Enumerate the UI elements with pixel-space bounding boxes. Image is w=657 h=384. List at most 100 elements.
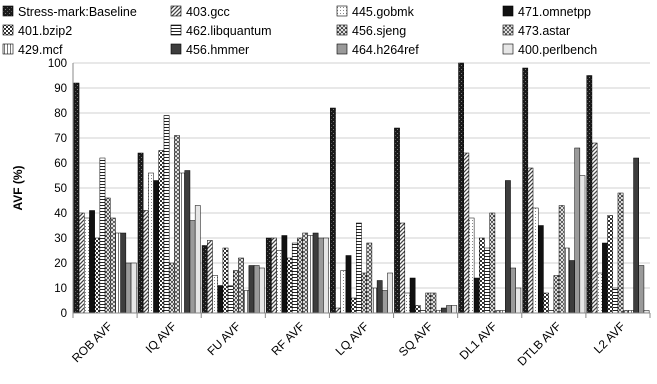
bar-stress-mark-baseline-l2-avf	[586, 75, 593, 314]
x-category-label-iq-avf: IQ AVF	[143, 319, 180, 356]
bar-429-mcf-rob-avf	[115, 232, 121, 314]
bar-456-sjeng-iq-avf	[168, 262, 175, 314]
bar-401-bzip2-rob-avf	[94, 237, 101, 314]
bar-400-perlbench-rf-avf	[323, 237, 329, 314]
x-category-labels: ROB AVF IQ AVF FU AVF RF AVF LQ AVF SQ AVF DL1…	[69, 319, 628, 368]
x-category-label-rob-avf: ROB AVF	[69, 319, 115, 365]
bar-429-mcf-lq-avf	[371, 287, 378, 314]
axes	[72, 63, 651, 318]
y-tick-label: 50	[54, 183, 67, 195]
bar-429-mcf-fu-avf	[243, 290, 250, 314]
bar-stress-mark-baseline-dl1-avf	[458, 62, 464, 314]
y-tick-labels: 0 10 20 30 40 50 60 70 80 90 100	[48, 58, 67, 320]
legend-label-stress-mark-baseline: Stress-mark:Baseline	[18, 5, 137, 19]
bar-456-sjeng-dtlb-avf	[553, 275, 560, 314]
bar-464-h264ref-fu-avf	[253, 265, 260, 314]
bar-stress-mark-baseline-sq-avf	[394, 127, 400, 314]
y-tick-label: 0	[61, 308, 67, 320]
legend-swatch-401-bzip2	[2, 24, 14, 36]
bar-403-gcc-rf-avf	[271, 237, 277, 314]
bar-473-astar-lq-avf	[366, 242, 373, 314]
legend-swatch-456-sjeng	[336, 24, 348, 36]
bar-429-mcf-rf-avf	[307, 235, 314, 314]
bar-471-omnetpp-rf-avf	[281, 235, 288, 314]
legend-label-456-sjeng: 456.sjeng	[352, 24, 406, 38]
x-category-label-fu-avf: FU AVF	[204, 319, 243, 358]
x-category-label-l2-avf: L2 AVF	[591, 319, 628, 356]
bar-456-hmmer-fu-avf	[248, 265, 255, 314]
y-tick-label: 90	[54, 83, 67, 95]
bar-462-libquantum-l2-avf	[612, 287, 619, 314]
bar-401-bzip2-rf-avf	[286, 257, 293, 314]
bar-401-bzip2-iq-avf	[158, 150, 165, 314]
y-tick-label: 40	[54, 208, 67, 220]
bar-403-gcc-sq-avf	[399, 222, 406, 314]
bar-456-sjeng-sq-avf	[425, 292, 432, 314]
legend-swatch-462-libquantum	[170, 24, 182, 36]
bar-456-sjeng-lq-avf	[361, 272, 367, 314]
bar-stress-mark-baseline-rob-avf	[73, 82, 80, 314]
bar-456-hmmer-iq-avf	[184, 170, 191, 314]
y-tick-label: 20	[54, 258, 67, 270]
bar-445-gobmk-iq-avf	[148, 172, 154, 314]
bar-401-bzip2-lq-avf	[350, 297, 357, 314]
bar-401-bzip2-l2-avf	[607, 215, 613, 314]
bar-456-hmmer-rob-avf	[120, 232, 127, 314]
bar-471-omnetpp-fu-avf	[217, 285, 224, 314]
legend-label-462-libquantum: 462.libquantum	[186, 24, 271, 38]
legend-swatch-464-h264ref	[336, 43, 348, 55]
bar-456-sjeng-fu-avf	[233, 270, 239, 314]
bar-473-astar-rob-avf	[110, 217, 116, 314]
bar-400-perlbench-fu-avf	[259, 267, 265, 314]
legend-label-471-omnetpp: 471.omnetpp	[518, 5, 591, 19]
legend-label-400-perlbench: 400.perlbench	[518, 43, 597, 57]
bar-456-hmmer-lq-avf	[376, 280, 383, 314]
bar-471-omnetpp-dtlb-avf	[537, 225, 544, 314]
y-tick-label: 80	[54, 108, 67, 120]
bar-stress-mark-baseline-rf-avf	[265, 237, 272, 314]
bar-471-omnetpp-dl1-avf	[473, 277, 480, 314]
legend-label-464-h264ref: 464.h264ref	[352, 43, 419, 57]
bar-462-libquantum-dl1-avf	[484, 247, 490, 314]
bar-403-gcc-iq-avf	[142, 210, 149, 314]
bar-445-gobmk-dtlb-avf	[532, 207, 539, 314]
bar-473-astar-sq-avf	[430, 292, 437, 314]
legend-swatch-456-hmmer	[170, 43, 182, 55]
bar-400-perlbench-lq-avf	[387, 272, 393, 314]
bar-473-astar-fu-avf	[238, 257, 244, 314]
bar-471-omnetpp-iq-avf	[153, 180, 160, 314]
bar-471-omnetpp-rob-avf	[89, 210, 95, 314]
bar-445-gobmk-l2-avf	[596, 272, 603, 314]
bar-473-astar-dtlb-avf	[558, 205, 565, 314]
bar-471-omnetpp-lq-avf	[345, 255, 352, 314]
bar-403-gcc-dtlb-avf	[527, 167, 534, 314]
bar-445-gobmk-fu-avf	[212, 275, 218, 314]
bar-429-mcf-iq-avf	[179, 172, 186, 314]
bar-400-perlbench-dtlb-avf	[579, 175, 586, 314]
bar-464-h264ref-rob-avf	[125, 262, 132, 314]
bar-401-bzip2-fu-avf	[222, 247, 229, 314]
bar-456-hmmer-dtlb-avf	[569, 260, 575, 314]
x-category-label-lq-avf: LQ AVF	[333, 319, 372, 358]
legend: Stress-mark:Baseline 403.gcc 445.gobmk 471.…	[2, 5, 597, 57]
bar-462-libquantum-lq-avf	[356, 222, 362, 314]
legend-swatch-471-omnetpp	[502, 5, 514, 17]
bars	[73, 62, 650, 314]
y-tick-label: 70	[54, 133, 67, 145]
x-category-label-sq-avf: SQ AVF	[396, 319, 436, 359]
bar-456-hmmer-rf-avf	[312, 232, 319, 314]
bar-403-gcc-fu-avf	[207, 240, 213, 314]
bar-445-gobmk-rf-avf	[276, 250, 283, 314]
bar-473-astar-rf-avf	[302, 232, 309, 314]
x-category-label-dtlb-avf: DTLB AVF	[515, 319, 564, 368]
legend-label-401-bzip2: 401.bzip2	[18, 24, 72, 38]
bar-400-perlbench-sq-avf	[451, 305, 458, 314]
legend-label-456-hmmer: 456.hmmer	[186, 43, 249, 57]
bar-456-sjeng-rob-avf	[104, 197, 111, 314]
legend-label-429-mcf: 429.mcf	[18, 43, 63, 57]
bar-400-perlbench-dl1-avf	[515, 287, 522, 314]
y-tick-label: 60	[54, 158, 67, 170]
x-category-label-rf-avf: RF AVF	[269, 319, 308, 358]
bar-445-gobmk-dl1-avf	[468, 217, 475, 314]
